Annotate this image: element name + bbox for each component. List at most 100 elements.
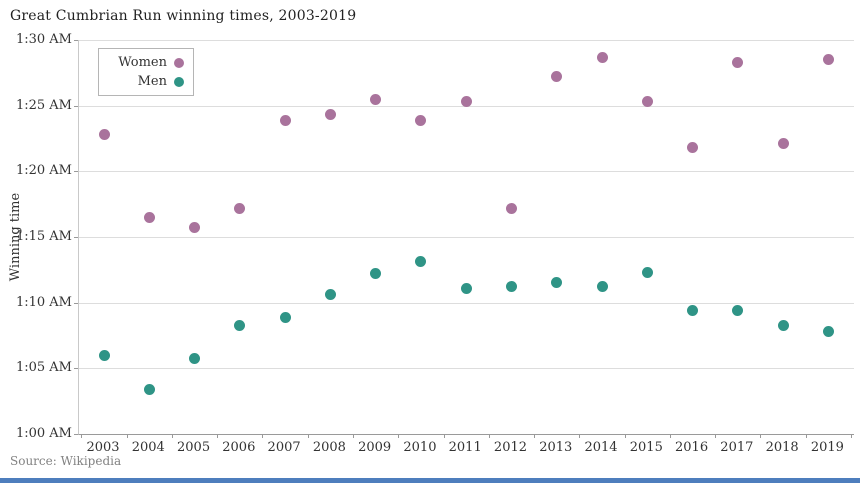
- legend: Women Men: [98, 48, 194, 96]
- data-point-women-2015: [641, 95, 653, 107]
- legend-marker-women-icon: [174, 57, 184, 68]
- x-tick-mark: [624, 434, 626, 438]
- x-tick-mark: [353, 434, 354, 438]
- data-point-men-2012: [505, 281, 517, 293]
- data-point-women-2007: [279, 114, 291, 126]
- bottom-accent-bar: [0, 478, 860, 483]
- x-tick-label: 2011: [448, 440, 482, 455]
- legend-item: Men: [99, 72, 193, 91]
- data-point-men-2008: [324, 289, 336, 301]
- x-tick-mark: [715, 434, 717, 438]
- x-tick-label: 2015: [629, 440, 663, 455]
- legend-item: Women: [99, 53, 193, 72]
- gridline: [79, 237, 854, 238]
- x-tick-mark: [217, 434, 219, 438]
- x-tick-label: 2009: [358, 440, 392, 455]
- y-tick-label: 1:05 AM: [15, 360, 72, 376]
- y-tick-mark: [74, 434, 78, 435]
- x-tick-mark: [579, 434, 581, 438]
- data-point-women-2011: [460, 96, 472, 108]
- gridline: [79, 40, 854, 41]
- y-tick-mark: [74, 237, 78, 238]
- legend-label-women: Women: [118, 55, 167, 70]
- data-point-men-2009: [370, 268, 382, 280]
- gridline: [79, 302, 854, 304]
- data-point-men-2003: [98, 349, 110, 361]
- data-point-women-2016: [687, 142, 699, 154]
- data-point-men-2014: [596, 280, 608, 292]
- x-tick-label: 2016: [675, 440, 709, 455]
- x-tick-mark: [81, 434, 83, 438]
- data-point-men-2013: [551, 277, 563, 289]
- data-point-men-2011: [460, 282, 472, 294]
- data-point-men-2016: [687, 305, 699, 317]
- data-point-women-2006: [234, 202, 246, 214]
- x-tick-label: 2019: [810, 440, 844, 455]
- y-tick-label: 1:25 AM: [15, 97, 72, 113]
- data-point-women-2005: [189, 221, 201, 233]
- data-point-women-2004: [143, 212, 155, 224]
- x-tick-label: 2003: [86, 440, 120, 455]
- x-tick-label: 2013: [539, 440, 573, 455]
- data-point-women-2013: [551, 71, 563, 83]
- x-tick-mark: [307, 434, 309, 438]
- data-point-men-2005: [189, 352, 201, 364]
- data-point-women-2012: [505, 203, 517, 215]
- y-tick-mark: [74, 302, 78, 304]
- data-point-women-2018: [777, 138, 789, 150]
- y-tick-label: 1:30 AM: [15, 32, 72, 47]
- source-note: Source: Wikipedia: [10, 454, 122, 468]
- gridline: [79, 171, 854, 173]
- chart-title: Great Cumbrian Run winning times, 2003-2…: [10, 8, 357, 24]
- x-tick-label: 2006: [222, 440, 256, 455]
- data-point-men-2015: [641, 266, 653, 278]
- x-tick-mark: [760, 434, 762, 438]
- x-tick-label: 2018: [765, 440, 799, 455]
- x-tick-mark: [171, 434, 173, 438]
- x-tick-label: 2017: [720, 440, 754, 455]
- gridline: [79, 368, 854, 370]
- x-tick-label: 2010: [403, 440, 437, 455]
- data-point-men-2018: [777, 320, 789, 332]
- y-tick-label: 1:00 AM: [15, 426, 72, 441]
- data-point-men-2004: [143, 383, 155, 395]
- data-point-men-2017: [732, 305, 744, 317]
- legend-marker-men-icon: [174, 76, 184, 87]
- y-tick-mark: [74, 40, 78, 41]
- y-tick-label: 1:20 AM: [15, 163, 72, 179]
- x-tick-label: 2004: [131, 440, 165, 455]
- x-tick-mark: [262, 434, 264, 438]
- data-point-women-2010: [415, 115, 427, 127]
- x-tick-label: 2007: [267, 440, 301, 455]
- data-point-women-2017: [732, 57, 744, 69]
- data-point-men-2019: [822, 326, 834, 338]
- legend-label-men: Men: [137, 74, 167, 89]
- data-point-men-2010: [415, 256, 427, 268]
- x-tick-mark: [851, 434, 853, 438]
- x-tick-mark: [805, 434, 807, 438]
- x-tick-label: 2008: [312, 440, 346, 455]
- x-tick-mark: [443, 434, 445, 438]
- plot-area: [74, 40, 854, 438]
- data-point-men-2006: [234, 320, 246, 332]
- y-tick-mark: [74, 105, 78, 107]
- data-point-women-2019: [822, 54, 834, 66]
- data-point-women-2003: [98, 129, 110, 141]
- x-tick-label: 2014: [584, 440, 618, 455]
- data-point-women-2014: [596, 51, 608, 63]
- x-tick-label: 2005: [177, 440, 211, 455]
- data-point-women-2008: [324, 108, 336, 120]
- x-tick-mark: [126, 434, 128, 438]
- data-point-men-2007: [279, 311, 291, 323]
- x-tick-mark: [669, 434, 671, 438]
- y-tick-label: 1:15 AM: [15, 229, 72, 244]
- x-tick-label: 2012: [493, 440, 528, 455]
- x-tick-mark: [534, 434, 536, 438]
- y-tick-label: 1:10 AM: [15, 294, 72, 310]
- x-tick-mark: [488, 434, 490, 438]
- x-tick-mark: [398, 434, 400, 438]
- y-tick-mark: [74, 171, 78, 173]
- data-point-women-2009: [370, 93, 382, 105]
- y-tick-mark: [74, 368, 78, 370]
